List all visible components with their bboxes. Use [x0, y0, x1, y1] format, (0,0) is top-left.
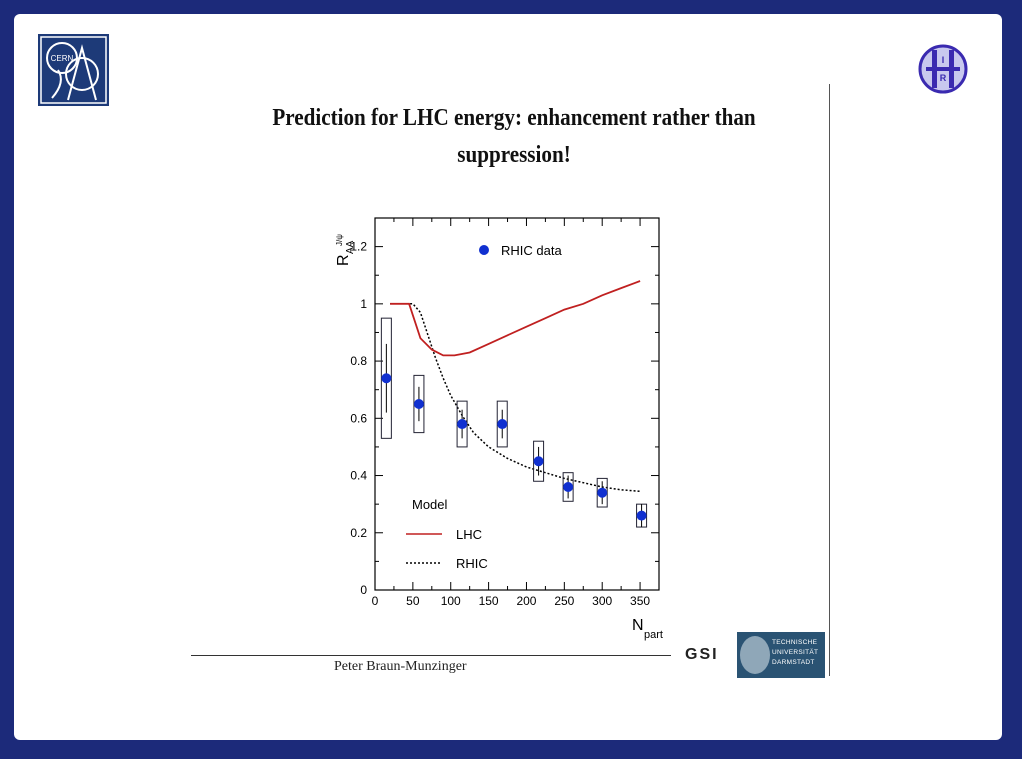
gsi-logo: GSI	[685, 646, 719, 663]
slide-title-line2: suppression!	[457, 142, 571, 168]
y-axis-label: R	[335, 254, 352, 266]
x-tick-label: 250	[554, 594, 574, 608]
cern-logo-text: CERN	[51, 54, 74, 63]
data-point	[597, 487, 608, 498]
x-axis-label: N	[632, 617, 644, 634]
slide-title-line1: Prediction for LHC energy: enhancement r…	[272, 105, 756, 131]
y-tick-label: 0.2	[350, 526, 367, 540]
data-point	[381, 373, 392, 384]
footer-author: Peter Braun-Munzinger	[334, 659, 467, 674]
legend-rhic-data-label: RHIC data	[501, 243, 562, 258]
x-tick-label: 350	[630, 594, 650, 608]
x-tick-label: 150	[479, 594, 499, 608]
x-tick-label: 200	[516, 594, 536, 608]
legend-rhic-data-marker	[479, 245, 489, 255]
y-axis-label-sub: AA	[345, 240, 356, 254]
slide-title: Prediction for LHC energy: enhancement r…	[250, 100, 778, 174]
data-point	[457, 419, 468, 430]
tud-line3: DARMSTADT	[772, 659, 815, 666]
raa-chart: 0 50 100 150 200 250 300 350 0 0.2 0.4 0.6 0.8 1 1.2 Np…	[335, 217, 663, 641]
x-tick-label: 300	[592, 594, 612, 608]
vertical-divider	[829, 84, 830, 676]
tud-line1: TECHNISCHE	[772, 639, 818, 646]
inr-logo: I R	[918, 44, 968, 94]
lhc-curve	[390, 280, 641, 357]
cern-logo: CERN	[38, 34, 109, 106]
data-point	[533, 456, 544, 467]
legend-model-title: Model	[412, 497, 448, 512]
legend-lhc-label: LHC	[456, 527, 482, 542]
y-axis-label-sup: J/ψ	[335, 234, 344, 246]
slide: CERN I R Prediction for LHC energy: enha…	[14, 14, 1002, 740]
x-tick-label: 50	[406, 594, 420, 608]
x-tick-label: 0	[372, 594, 379, 608]
y-tick-label: 0	[360, 583, 367, 597]
plot-frame	[374, 217, 660, 591]
data-point	[413, 399, 424, 409]
footer-rule	[191, 655, 671, 656]
data-point	[636, 510, 647, 521]
tud-line2: UNIVERSITÄT	[772, 649, 819, 656]
data-point	[497, 419, 508, 430]
rhic-curve	[390, 303, 641, 493]
x-axis-label-sub: part	[644, 629, 663, 641]
svg-text:R: R	[940, 73, 947, 83]
y-tick-label: 0.8	[350, 354, 367, 368]
tud-logo: TECHNISCHE UNIVERSITÄT DARMSTADT	[737, 632, 825, 678]
data-point	[563, 481, 574, 492]
tud-seal-icon	[740, 636, 770, 674]
legend-rhic-label: RHIC	[456, 556, 488, 571]
y-tick-label: 0.4	[350, 469, 367, 483]
y-tick-label: 0.6	[350, 411, 367, 425]
x-tick-label: 100	[441, 594, 461, 608]
y-tick-label: 1.2	[350, 240, 367, 254]
svg-text:I: I	[942, 55, 945, 65]
y-tick-label: 1	[360, 297, 367, 311]
